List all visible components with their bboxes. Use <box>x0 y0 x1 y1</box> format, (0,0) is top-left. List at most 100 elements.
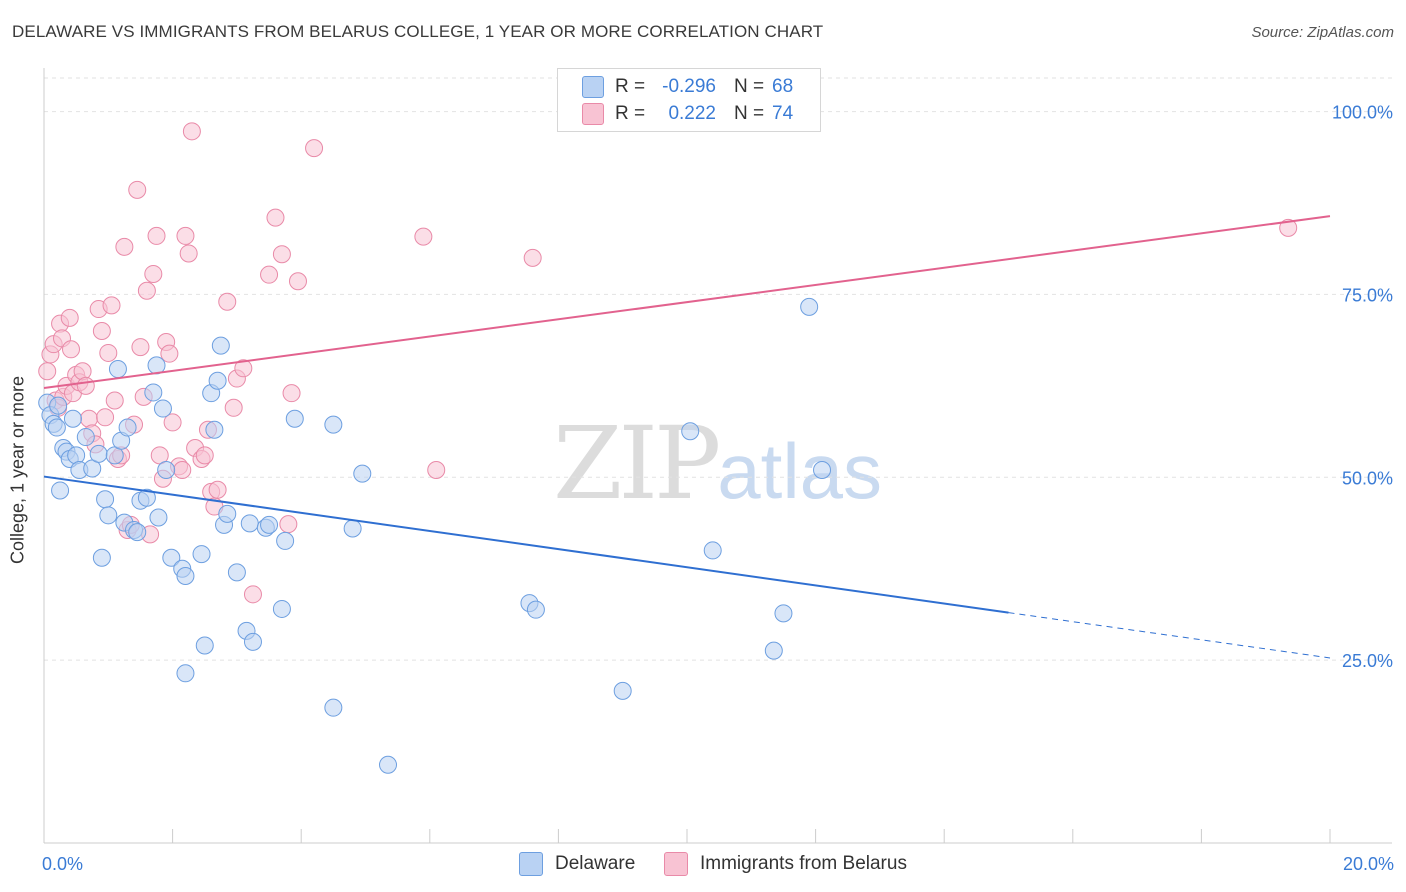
belarus-point <box>115 237 134 256</box>
r-value: 0.222 <box>668 103 716 124</box>
y-axis-label: College, 1 year or more <box>7 375 28 565</box>
belarus-point <box>279 515 298 534</box>
delaware-point <box>96 490 115 509</box>
delaware-swatch <box>582 76 604 98</box>
legend-item-delaware[interactable]: Delaware <box>519 851 635 877</box>
delaware-point <box>211 336 230 355</box>
belarus-point <box>288 272 307 291</box>
belarus-point <box>208 480 227 499</box>
belarus-point <box>96 408 115 427</box>
belarus-point <box>62 340 81 359</box>
legend-label-belarus: Immigrants from Belarus <box>700 853 907 874</box>
belarus-trend-line <box>43 215 1331 390</box>
delaware-point <box>89 444 108 463</box>
belarus-point <box>137 281 156 300</box>
delaware-point <box>764 641 783 660</box>
belarus-point <box>176 226 195 245</box>
belarus-point <box>76 376 95 395</box>
delaware-point <box>51 481 70 500</box>
belarus-point <box>102 296 121 315</box>
belarus-point <box>195 446 214 465</box>
belarus-point <box>60 308 79 327</box>
delaware-point <box>800 297 819 316</box>
delaware-point <box>276 531 295 550</box>
source-credit: Source: ZipAtlas.com <box>1251 24 1394 41</box>
axes <box>43 68 1392 844</box>
belarus-point <box>266 208 285 227</box>
n-label: N = <box>734 76 765 97</box>
delaware-points <box>38 297 832 774</box>
delaware-point <box>208 371 227 390</box>
belarus-point <box>414 227 433 246</box>
belarus-point <box>427 460 446 479</box>
delaware-trend-extension <box>1008 612 1331 659</box>
delaware-point <box>613 681 632 700</box>
delaware-point <box>108 360 127 379</box>
belarus-point <box>92 322 111 340</box>
belarus-point <box>160 344 179 363</box>
series-legend: Delaware Immigrants from Belarus <box>0 851 1406 877</box>
delaware-point <box>153 399 172 418</box>
belarus-point <box>173 460 192 479</box>
delaware-point <box>218 504 237 523</box>
delaware-point <box>260 515 279 534</box>
n-value: 74 <box>772 103 794 124</box>
delaware-point <box>76 428 95 447</box>
delaware-point <box>205 420 224 439</box>
r-label: R = <box>615 103 646 124</box>
delaware-point <box>343 519 362 538</box>
delaware-point <box>681 422 700 441</box>
n-label: N = <box>734 103 765 124</box>
belarus-point <box>260 265 279 284</box>
chart-title: DELAWARE VS IMMIGRANTS FROM BELARUS COLL… <box>12 22 824 41</box>
belarus-point <box>305 139 324 158</box>
delaware-trend-line <box>43 475 1009 614</box>
y-tick-label: 75.0% <box>1342 285 1393 305</box>
belarus-point <box>131 338 150 357</box>
belarus-point <box>163 413 182 432</box>
y-tick-label: 100.0% <box>1332 103 1393 123</box>
belarus-point <box>234 359 253 378</box>
belarus-point <box>147 226 166 245</box>
delaware-point <box>774 604 793 623</box>
delaware-point <box>813 460 832 479</box>
watermark-atlas: atlas <box>717 427 883 515</box>
r-label: R = <box>615 76 646 97</box>
delaware-point <box>324 415 343 434</box>
belarus-point <box>73 362 92 381</box>
belarus-swatch <box>582 103 604 125</box>
delaware-point <box>47 418 66 437</box>
belarus-point <box>282 384 301 403</box>
delaware-point <box>195 636 214 655</box>
belarus-point <box>182 122 201 141</box>
belarus-point <box>38 362 57 381</box>
delaware-point <box>324 698 343 717</box>
delaware-point <box>149 508 168 527</box>
y-tick-label: 25.0% <box>1342 651 1393 671</box>
y-tick-label: 50.0% <box>1342 468 1393 488</box>
delaware-point <box>137 488 156 507</box>
delaware-point <box>157 460 176 479</box>
belarus-point <box>243 585 262 604</box>
delaware-point <box>99 506 118 525</box>
delaware-point <box>227 563 246 582</box>
delaware-point <box>92 548 111 567</box>
belarus-point <box>272 245 291 264</box>
tick-labels: 25.0% 50.0% 75.0% 100.0% 0.0% 20.0% <box>42 103 1394 874</box>
legend-item-belarus[interactable]: Immigrants from Belarus <box>664 851 907 877</box>
belarus-point <box>224 398 243 417</box>
belarus-point <box>179 244 198 263</box>
delaware-point <box>118 418 137 437</box>
belarus-point <box>128 180 147 199</box>
delaware-point <box>353 464 372 483</box>
stats-legend: R = -0.296 N = 68 R = 0.222 N = 74 <box>557 68 821 132</box>
r-value: -0.296 <box>662 76 716 97</box>
delaware-point <box>379 755 398 774</box>
delaware-point <box>49 396 68 415</box>
delaware-point <box>144 383 163 402</box>
legend-label-delaware: Delaware <box>555 853 636 874</box>
delaware-point <box>526 600 545 619</box>
trend-lines <box>43 215 1331 659</box>
belarus-point <box>80 409 99 428</box>
